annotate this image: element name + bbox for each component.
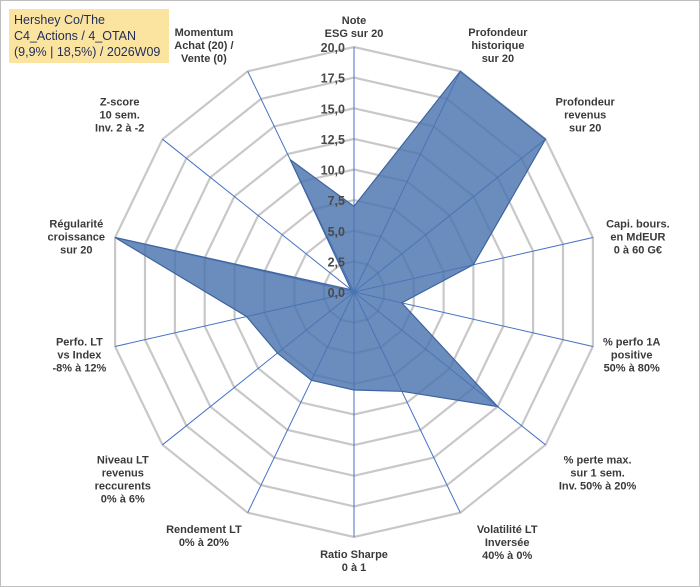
axis-label-2: Profondeur revenus sur 20: [556, 97, 616, 135]
title-line-3: (9,9% | 18,5%) / 2026W09: [14, 45, 161, 59]
series-area: [114, 70, 547, 408]
axis-label-3: Capi. bours. en MdEUR 0 à 60 G€: [606, 219, 670, 257]
title-line-1: Hershey Co/The: [14, 13, 106, 27]
tick-label: 17,5: [321, 72, 345, 86]
axis-label-1: Profondeur historique sur 20: [468, 27, 528, 65]
axis-label-6: Volatilité LT Inversée 40% à 0%: [477, 524, 538, 562]
tick-label: 5,0: [328, 225, 345, 239]
axis-label-5: % perte max. sur 1 sem. Inv. 50% à 20%: [559, 455, 637, 493]
tick-label: 15,0: [321, 102, 345, 116]
tick-label: 10,0: [321, 164, 345, 178]
tick-label: 7,5: [328, 194, 345, 208]
axis-labels: Note ESG sur 20 Profondeur historique sur 20…: [48, 15, 670, 574]
axis-label-8: Rendement LT 0% à 20%: [166, 524, 242, 549]
axis-label-7: Ratio Sharpe 0 à 1: [320, 549, 388, 574]
radar-series: [114, 70, 547, 408]
axis-label-0: Note ESG sur 20: [325, 15, 384, 40]
axis-label-12: Z-score 10 sem. Inv. 2 à -2: [95, 97, 144, 135]
tick-label: 20,0: [321, 41, 345, 55]
title-line-2: C4_Actions / 4_OTAN: [14, 29, 137, 43]
axis-label-10: Perfo. LT vs Index -8% à 12%: [52, 336, 106, 374]
axis-label-9: Niveau LT revenus reccurents 0% à 6%: [95, 455, 151, 506]
tick-label: 0,0: [328, 286, 345, 300]
radial-tick-labels: 0,0 2,5 5,0 7,5 10,0 12,5 15,0 17,5 20,0: [321, 41, 345, 300]
tick-label: 2,5: [328, 255, 345, 269]
axis-label-13: Momentum Achat (20) / Vente (0): [174, 27, 233, 65]
axis-label-11: Régularité croissance sur 20: [48, 219, 105, 257]
tick-label: 12,5: [321, 133, 345, 147]
chart-title-box: Hershey Co/The C4_Actions / 4_OTAN (9,9%…: [9, 9, 169, 63]
spoke-12: [162, 138, 355, 293]
axis-label-4: % perfo 1A positive 50% à 80%: [603, 336, 661, 374]
